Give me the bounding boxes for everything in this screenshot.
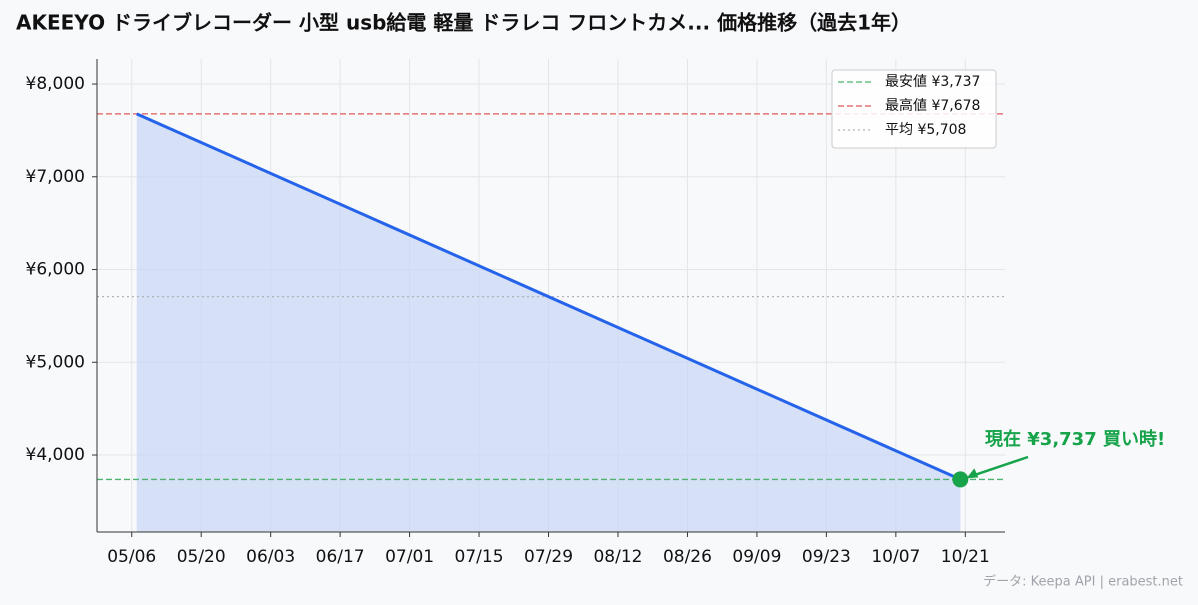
legend-label: 最安値 ¥3,737 <box>885 74 980 90</box>
x-tick-label: 09/23 <box>802 547 851 567</box>
y-tick-label: ¥4,000 <box>26 445 85 465</box>
annotation-arrow <box>969 455 1029 478</box>
legend-label: 平均 ¥5,708 <box>885 122 966 138</box>
y-tick-label: ¥5,000 <box>26 352 85 372</box>
y-tick-label: ¥7,000 <box>26 167 85 187</box>
x-tick-label: 07/01 <box>385 547 434 567</box>
x-tick-label: 06/03 <box>246 547 295 567</box>
x-tick-label: 10/21 <box>941 547 990 567</box>
x-tick-label: 05/06 <box>107 547 156 567</box>
annotation: 現在 ¥3,737 買い時! <box>985 428 1165 450</box>
x-tick-label: 10/07 <box>871 547 920 567</box>
x-tick-label: 09/09 <box>732 547 781 567</box>
x-tick-label: 07/15 <box>455 547 504 567</box>
area <box>136 113 961 533</box>
legend-box <box>831 69 997 149</box>
footer: データ: Keepa API | erabest.net <box>983 574 1183 590</box>
x-tick-label: 07/29 <box>524 547 573 567</box>
legend-label: 最高値 ¥7,678 <box>885 97 980 114</box>
x-tick-label: 08/26 <box>663 547 712 567</box>
y-tick-label: ¥8,000 <box>26 74 85 94</box>
x-tick-label: 06/17 <box>316 547 365 567</box>
chart-title: AKEEYO ドライブレコーダー 小型 usb給電 軽量 ドラレコ フロントカメ… <box>16 11 911 35</box>
price-line <box>136 112 961 481</box>
current-point <box>952 471 969 488</box>
y-tick-label: ¥6,000 <box>26 260 85 280</box>
x-tick-label: 08/12 <box>593 547 642 567</box>
annotation-arrowhead <box>966 468 979 479</box>
x-tick-label: 05/20 <box>177 547 226 567</box>
